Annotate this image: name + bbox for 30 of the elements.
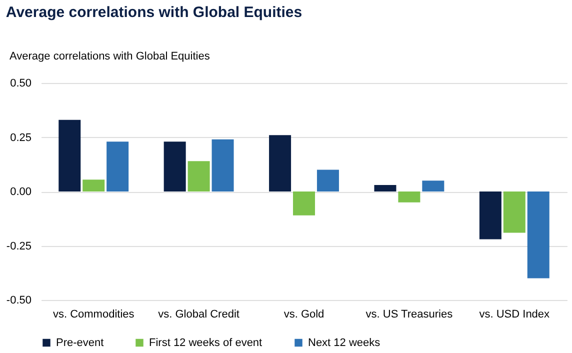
bar	[58, 120, 81, 192]
x-tick-label: vs. USD Index	[479, 308, 550, 320]
bar	[374, 184, 396, 192]
legend-label: Next 12 weeks	[308, 336, 381, 349]
x-tick-label: vs. Commodities	[52, 308, 135, 320]
bar	[106, 142, 129, 192]
bar	[527, 192, 550, 278]
legend-label: Pre-event	[56, 336, 104, 349]
legend-label: First 12 weeks of event	[149, 336, 262, 349]
bar	[479, 192, 502, 240]
y-axis-title: Average correlations with Global Equities	[10, 50, 210, 62]
bar	[398, 192, 420, 202]
bar	[422, 180, 444, 192]
y-tick-label: -0.50	[6, 294, 32, 306]
y-tick-label: 0.50	[10, 78, 32, 90]
x-tick-label: vs. Global Credit	[158, 308, 240, 320]
bar	[316, 170, 339, 192]
bar	[293, 192, 315, 216]
y-tick-label: 0.25	[10, 132, 32, 144]
bar	[212, 139, 234, 192]
y-tick-label: -0.25	[6, 240, 32, 252]
chart-title: Average correlations with Global Equities	[6, 4, 302, 21]
bar	[164, 142, 186, 192]
bar	[82, 180, 105, 192]
bar	[188, 161, 210, 192]
x-tick-label: vs. US Treasuries	[366, 308, 454, 320]
x-tick-label: vs. Gold	[284, 308, 324, 320]
bar	[503, 192, 526, 233]
bar	[269, 135, 292, 192]
y-tick-label: 0.00	[10, 186, 32, 198]
